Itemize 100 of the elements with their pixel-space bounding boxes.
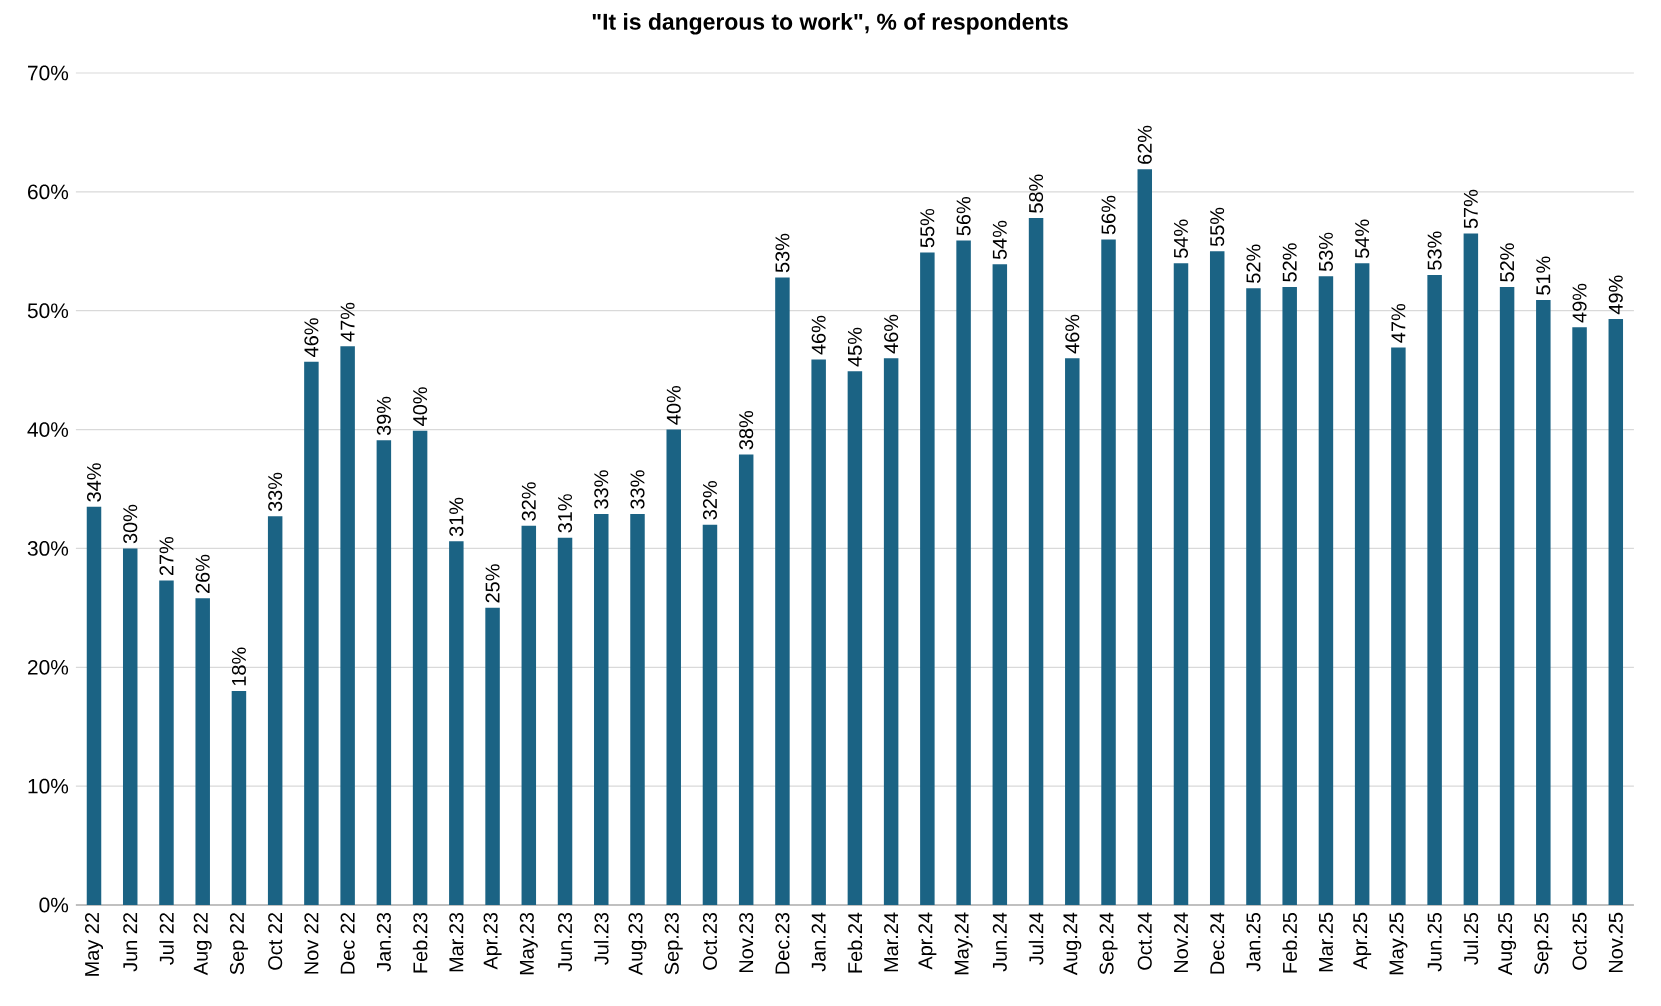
x-tick-label: Sep.25	[1534, 912, 1553, 975]
x-tick-label: Jun.25	[1427, 912, 1442, 972]
bar	[702, 524, 718, 905]
bar	[1137, 169, 1153, 905]
x-tick-label: Jun.24	[992, 912, 1007, 972]
bar	[1608, 319, 1624, 905]
bar	[1173, 263, 1189, 905]
data-label: 40%	[413, 387, 428, 426]
x-tick-label: Jul.24	[1028, 912, 1044, 965]
data-label: 46%	[811, 315, 826, 355]
bar	[1065, 358, 1080, 905]
data-label: 39%	[376, 396, 391, 436]
data-label: 30%	[123, 504, 138, 544]
bar	[1282, 286, 1297, 905]
data-label: 54%	[1355, 219, 1370, 258]
y-tick-label: 30%	[27, 541, 69, 556]
bar	[195, 598, 210, 905]
y-tick-label: 40%	[27, 422, 69, 437]
bar	[1246, 288, 1261, 905]
data-label: 52%	[1500, 243, 1515, 282]
data-label: 49%	[1572, 283, 1587, 323]
bar	[847, 371, 863, 905]
data-label: 46%	[1065, 314, 1080, 354]
bar	[1354, 263, 1370, 905]
data-label: 47%	[340, 302, 355, 342]
x-tick-label: Sep.24	[1099, 912, 1118, 975]
x-tick-label: Aug 22	[193, 913, 212, 976]
bar	[1101, 239, 1116, 905]
bar	[1572, 327, 1587, 905]
data-label: 45%	[847, 327, 862, 367]
y-tick-label: 60%	[28, 184, 69, 200]
data-label: 49%	[1608, 275, 1623, 315]
data-label: 51%	[1536, 256, 1551, 295]
data-label: 53%	[775, 233, 790, 273]
data-label: 52%	[1246, 244, 1261, 283]
data-label: 54%	[992, 220, 1007, 260]
chart-title: "It is dangerous to work", % of respondents	[592, 13, 1068, 35]
bar	[412, 430, 428, 905]
data-label: 34%	[86, 463, 102, 502]
y-tick-label: 20%	[28, 659, 69, 675]
data-label: 31%	[449, 497, 464, 537]
x-tick-label: Nov.23	[739, 912, 754, 973]
x-tick-label: Nov 22	[304, 913, 319, 974]
bar	[594, 513, 609, 905]
data-label: 54%	[1173, 219, 1188, 258]
bar	[122, 548, 138, 905]
x-tick-label: Jan.25	[1246, 912, 1261, 972]
data-label: 57%	[1463, 189, 1478, 229]
bar	[485, 607, 500, 905]
x-tick-label: Dec.24	[1210, 912, 1225, 974]
y-tick-label: 50%	[27, 303, 69, 319]
bar	[1028, 218, 1044, 905]
x-tick-label: Nov.24	[1173, 912, 1189, 973]
data-label: 27%	[159, 536, 174, 576]
x-tick-label: Jan.24	[811, 912, 826, 972]
bar	[992, 264, 1008, 905]
data-label: 25%	[485, 564, 500, 603]
data-label: 58%	[1029, 174, 1044, 213]
x-tick-label: Jul 22	[159, 913, 174, 965]
x-tick-label: Jun.23	[557, 912, 573, 972]
x-tick-label: Apr.23	[483, 912, 502, 970]
x-tick-label: Mar.24	[884, 912, 899, 972]
data-label: 52%	[1282, 243, 1297, 282]
data-label: 33%	[594, 470, 609, 509]
bar	[883, 358, 899, 905]
bar	[1318, 276, 1334, 905]
x-tick-label: May.23	[519, 912, 538, 975]
bar	[304, 361, 319, 905]
bar	[86, 506, 102, 905]
data-label: 33%	[630, 470, 645, 509]
x-tick-label: Mar.25	[1318, 912, 1333, 972]
data-label: 32%	[521, 482, 536, 521]
data-label: 53%	[1427, 231, 1442, 270]
bar	[557, 537, 573, 905]
x-tick-label: Oct.25	[1572, 912, 1587, 970]
bar	[666, 429, 681, 905]
x-tick-label: Aug.24	[1063, 912, 1082, 976]
x-tick-label: Oct.24	[1137, 912, 1152, 970]
bar	[1209, 251, 1225, 905]
x-tick-label: Jun 22	[123, 913, 138, 972]
x-tick-label: Apr.24	[918, 912, 937, 970]
data-label: 31%	[557, 494, 573, 533]
bar	[1391, 347, 1406, 905]
bar	[159, 580, 174, 905]
x-tick-label: Feb.24	[847, 912, 863, 973]
x-tick-label: Sep 22	[229, 913, 248, 975]
bar	[630, 513, 645, 905]
bar	[920, 252, 935, 905]
data-label: 46%	[884, 314, 899, 354]
bar	[376, 440, 392, 905]
data-label: 56%	[1101, 195, 1116, 235]
bar	[956, 240, 971, 905]
data-label: 18%	[231, 647, 246, 686]
data-label: 55%	[920, 208, 935, 248]
x-tick-label: May 22	[84, 913, 104, 976]
x-tick-label: Nov.25	[1608, 912, 1623, 973]
data-label: 47%	[1391, 303, 1406, 343]
data-label: 32%	[702, 481, 718, 520]
y-tick-label: 70%	[28, 65, 69, 81]
data-label: 26%	[195, 554, 210, 593]
